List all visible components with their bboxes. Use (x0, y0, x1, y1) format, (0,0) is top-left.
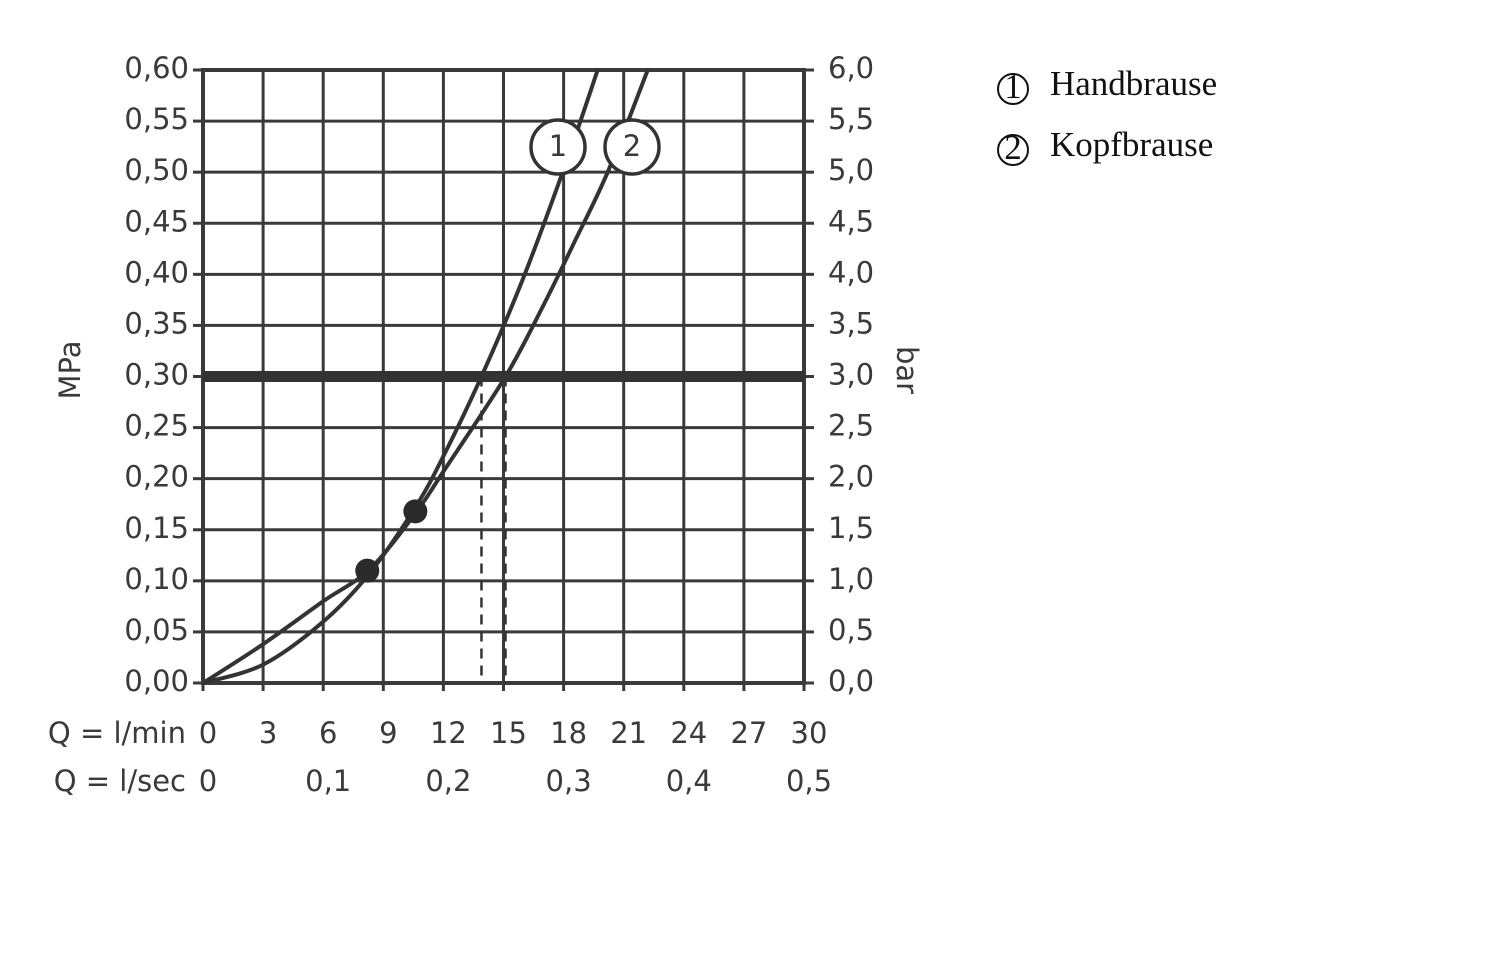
y-tick-label: 0,15 (124, 511, 189, 545)
x-tick-label: 18 (550, 716, 587, 750)
y-tick-label: 0,35 (124, 306, 189, 340)
legend-label: Handbrause (1050, 64, 1217, 103)
y2-tick-label: 1,0 (828, 562, 874, 596)
operating-point (355, 558, 380, 583)
legend-number: 1 (1004, 67, 1022, 106)
x2-tick-label: 0 (199, 764, 217, 798)
curve-label: 1 (549, 129, 567, 163)
y2-tick-label: 5,5 (828, 102, 874, 136)
legend-number: 2 (1004, 128, 1022, 167)
curve-label: 2 (623, 129, 641, 163)
y-tick-label: 0,50 (124, 153, 189, 187)
y-axis-label: MPa (53, 341, 87, 400)
curve-label-circle (529, 118, 587, 176)
y-tick-label: 0,10 (124, 562, 189, 596)
y2-tick-label: 0,5 (828, 613, 874, 647)
y2-tick-label: 6,0 (828, 51, 874, 85)
x2-tick-label: 0,1 (305, 764, 351, 798)
y-tick-label: 0,55 (124, 102, 189, 136)
y-tick-label: 0,25 (124, 409, 189, 443)
operating-point (403, 499, 428, 524)
y2-tick-label: 2,0 (828, 460, 874, 494)
curve (202, 69, 600, 685)
x-tick-label: 0 (199, 716, 217, 750)
y2-tick-label: 3,0 (828, 358, 874, 392)
y-tick-label: 0,30 (124, 358, 189, 392)
x-tick-label: 3 (259, 716, 277, 750)
y2-tick-label: 5,0 (828, 153, 874, 187)
x-tick-label: 27 (730, 716, 767, 750)
x-tick-label: 15 (490, 716, 527, 750)
x-tick-label: 24 (670, 716, 707, 750)
y-tick-label: 0,45 (124, 204, 189, 238)
y-tick-label: 0,20 (124, 460, 189, 494)
x-tick-label: 12 (430, 716, 467, 750)
x-tick-label: 6 (319, 716, 337, 750)
y-tick-label: 0,60 (124, 51, 189, 85)
x2-tick-label: 0,2 (425, 764, 471, 798)
y2-tick-label: 4,0 (828, 255, 874, 289)
y2-axis-label: bar (890, 346, 924, 394)
y-tick-label: 0,05 (124, 613, 189, 647)
curve-label-circle (603, 118, 661, 176)
x-tick-label: 21 (610, 716, 647, 750)
x2-tick-label: 0,5 (786, 764, 832, 798)
curve (201, 69, 650, 685)
x-axis-label: Q = l/min (48, 716, 186, 750)
x2-tick-label: 0,3 (546, 764, 592, 798)
y2-tick-label: 2,5 (828, 409, 874, 443)
y-tick-label: 0,40 (124, 255, 189, 289)
y2-tick-label: 4,5 (828, 204, 874, 238)
x-tick-label: 30 (791, 716, 828, 750)
legend-symbol (997, 73, 1029, 105)
legend-symbol (997, 134, 1029, 166)
x2-tick-label: 0,4 (666, 764, 712, 798)
legend-label: Kopfbrause (1050, 125, 1213, 164)
x-tick-label: 9 (379, 716, 397, 750)
y2-tick-label: 0,0 (828, 664, 874, 698)
y-tick-label: 0,00 (124, 664, 189, 698)
y2-tick-label: 1,5 (828, 511, 874, 545)
y2-tick-label: 3,5 (828, 306, 874, 340)
x2-axis-label: Q = l/sec (54, 764, 186, 798)
